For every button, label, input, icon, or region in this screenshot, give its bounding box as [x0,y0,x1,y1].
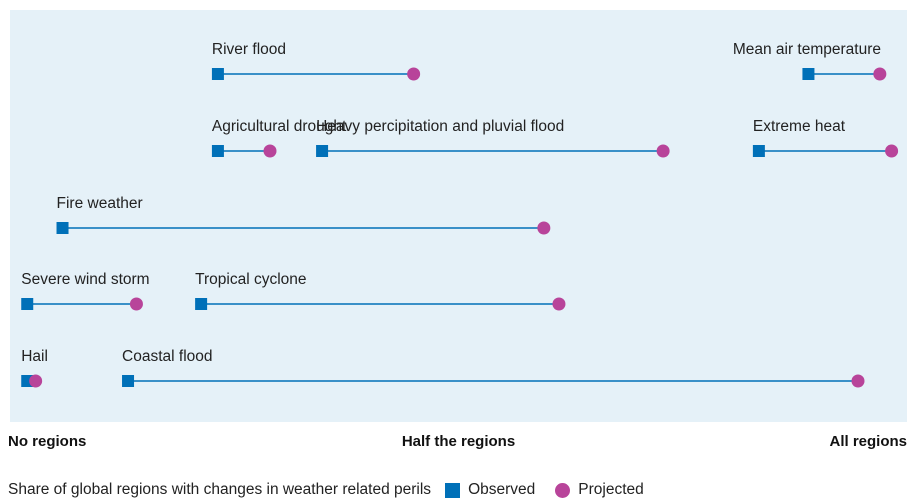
projected-marker-severe-wind-storm [129,297,143,311]
observed-marker-mean-air-temperature [802,68,815,80]
legend-observed: Observed [445,481,535,499]
projected-marker-agricultural-drought [263,144,277,158]
x-axis-label-all: All regions [829,433,907,450]
legend-projected: Projected [555,481,644,499]
peril-label-hail: Hail [21,348,48,365]
x-axis-label-none: No regions [8,433,87,450]
observed-marker-tropical-cyclone [195,298,208,310]
peril-label-extreme-heat: Extreme heat [753,118,846,135]
observed-marker-river-flood [211,68,224,80]
plot-background [10,10,907,422]
peril-label-tropical-cyclone: Tropical cyclone [195,271,306,288]
projected-marker-hail [29,374,43,388]
observed-marker-fire-weather [56,222,69,234]
peril-label-severe-wind-storm: Severe wind storm [21,271,149,288]
legend-square-icon [445,482,461,498]
peril-label-coastal-flood: Coastal flood [122,348,212,365]
peril-label-river-flood: River flood [212,41,286,58]
legend-circle-icon [555,482,571,498]
observed-marker-extreme-heat [752,145,765,157]
projected-marker-heavy-percipitation-and-pluvial-flood [656,144,670,158]
projected-marker-tropical-cyclone [552,297,566,311]
legend-observed-label: Observed [468,481,536,498]
observed-marker-agricultural-drought [211,145,224,157]
x-axis-label-half: Half the regions [401,433,516,450]
peril-label-fire-weather: Fire weather [57,195,143,212]
projected-marker-coastal-flood [851,374,865,388]
peril-label-agricultural-drought: Agricultural drought [212,118,347,135]
peril-label-mean-air-temperature: Mean air temperature [733,41,881,58]
projected-marker-fire-weather [537,221,551,235]
observed-marker-severe-wind-storm [21,298,34,310]
observed-marker-hail [21,375,34,387]
chart-footer: Share of global regions with changes in … [8,481,664,499]
observed-marker-coastal-flood [122,375,135,387]
projected-marker-extreme-heat [885,144,899,158]
legend-projected-label: Projected [578,481,644,498]
projected-marker-river-flood [407,67,421,81]
chart-caption: Share of global regions with changes in … [8,481,432,498]
observed-marker-heavy-percipitation-and-pluvial-flood [316,145,329,157]
projected-marker-mean-air-temperature [873,67,887,81]
peril-label-heavy-percipitation-and-pluvial-flood: Heavy percipitation and pluvial flood [316,118,564,135]
